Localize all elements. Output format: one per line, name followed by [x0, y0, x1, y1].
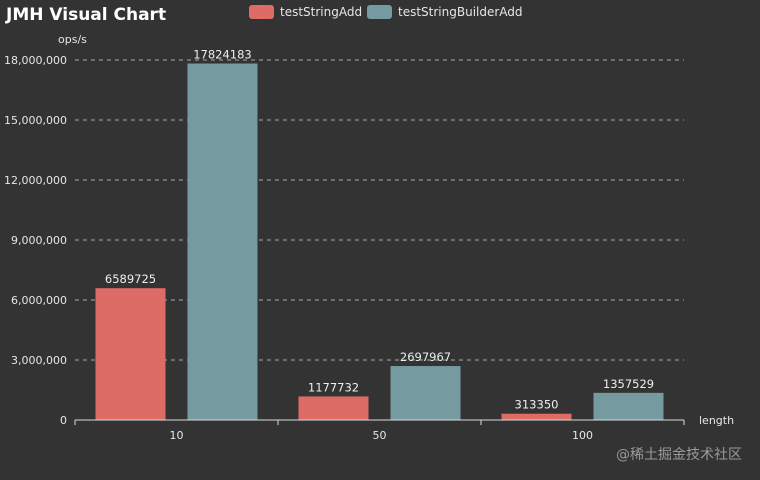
data-label: 1177732 — [308, 380, 359, 394]
bar-testStringAdd-50[interactable] — [298, 396, 369, 420]
x-axis-label: length — [699, 414, 734, 427]
x-tick-label: 100 — [572, 429, 593, 442]
bar-testStringBuilderAdd-50[interactable] — [390, 366, 461, 420]
legend-label-1[interactable]: testStringBuilderAdd — [398, 5, 523, 19]
bar-testStringBuilderAdd-10[interactable] — [187, 63, 258, 421]
bar-testStringBuilderAdd-100[interactable] — [593, 392, 664, 420]
y-tick-label: 9,000,000 — [11, 234, 67, 247]
y-tick-label: 12,000,000 — [4, 174, 67, 187]
y-tick-label: 0 — [60, 414, 67, 427]
y-axis-label: ops/s — [58, 33, 87, 46]
x-tick-label: 10 — [170, 429, 184, 442]
bar-labels: 6589725 17824183 1177732 2697967 313350 13575… — [105, 48, 654, 412]
legend: testStringAdd testStringBuilderAdd — [249, 5, 523, 19]
bar-testStringAdd-10[interactable] — [95, 288, 166, 420]
x-axis: 10 50 100 — [74, 419, 685, 442]
x-tick-label: 50 — [373, 429, 387, 442]
y-tick-label: 3,000,000 — [11, 354, 67, 367]
chart-title: JMH Visual Chart — [5, 5, 166, 25]
y-tick-label: 15,000,000 — [4, 114, 67, 127]
y-tick-label: 18,000,000 — [4, 54, 67, 67]
y-axis-ticks: 0 3,000,000 6,000,000 9,000,000 12,000,000 15… — [4, 54, 67, 427]
data-label: 313350 — [515, 398, 559, 412]
bar-testStringAdd-100[interactable] — [501, 413, 572, 420]
data-label: 6589725 — [105, 272, 156, 286]
y-tick-label: 6,000,000 — [11, 294, 67, 307]
watermark: @稀土掘金技术社区 — [616, 447, 742, 463]
grid-lines — [75, 59, 684, 361]
legend-swatch-1[interactable] — [367, 5, 392, 19]
legend-label-0[interactable]: testStringAdd — [280, 5, 362, 19]
data-label: 1357529 — [603, 377, 654, 391]
data-label: 2697967 — [400, 350, 451, 364]
data-label: 17824183 — [193, 48, 252, 62]
legend-swatch-0[interactable] — [249, 5, 274, 19]
bars — [95, 63, 664, 421]
